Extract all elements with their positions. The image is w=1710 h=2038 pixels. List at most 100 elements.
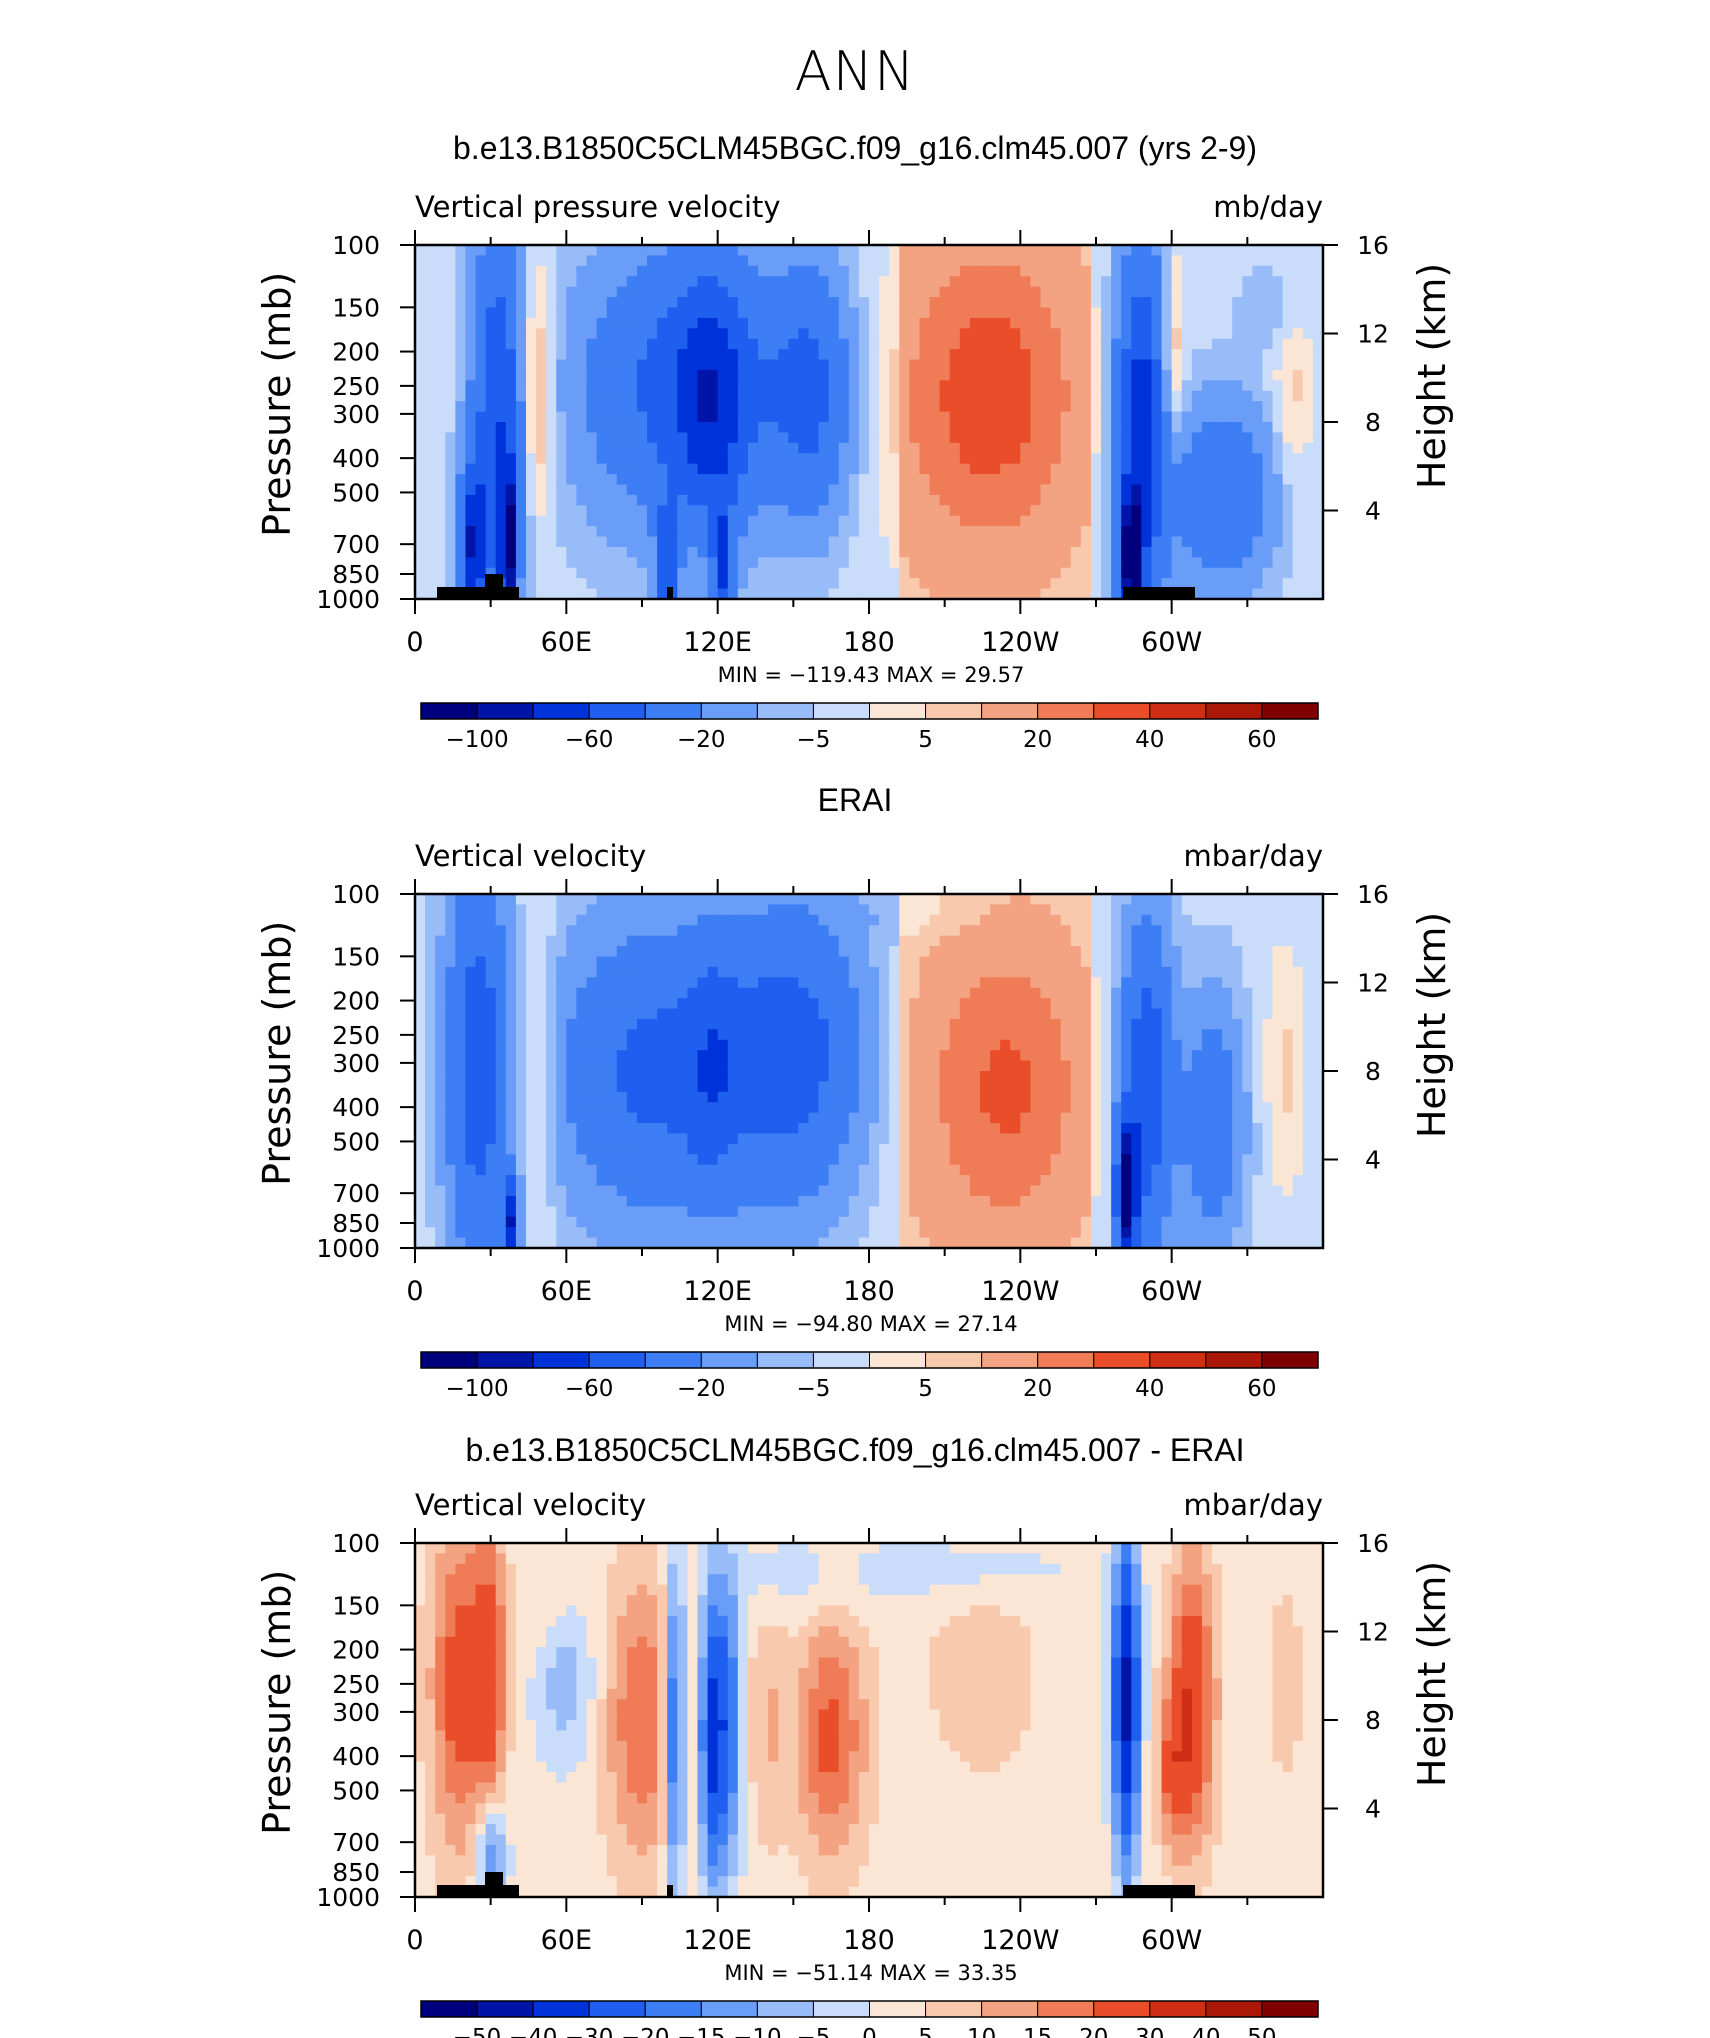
heatmap-cell: [505, 925, 517, 937]
heatmap-cell: [1171, 276, 1183, 288]
heatmap-cell: [768, 536, 779, 548]
heatmap-cell: [1020, 567, 1032, 579]
heatmap-cell: [1151, 380, 1163, 392]
heatmap-cell: [848, 956, 860, 968]
heatmap-cell: [687, 1206, 699, 1218]
heatmap-cell: [939, 432, 951, 444]
heatmap-cell: [1191, 359, 1203, 371]
heatmap-cell: [909, 297, 921, 309]
heatmap-cell: [606, 998, 618, 1010]
heatmap-cell: [566, 904, 578, 916]
heatmap-cell: [1050, 265, 1062, 277]
heatmap-cell: [828, 1039, 840, 1051]
heatmap-cell: [495, 276, 507, 288]
heatmap-cell: [798, 1091, 810, 1103]
heatmap-cell: [1010, 338, 1021, 350]
heatmap-cell: [1232, 390, 1243, 402]
heatmap-cell: [727, 369, 739, 381]
heatmap-cell: [636, 255, 648, 267]
heatmap-cell: [818, 265, 830, 277]
heatmap-cell: [747, 956, 759, 968]
heatmap-cell: [889, 987, 900, 999]
heatmap-cell: [1232, 515, 1243, 527]
heatmap-cell: [1111, 422, 1122, 434]
heatmap-cell: [838, 1133, 850, 1145]
heatmap-cell: [758, 411, 769, 423]
heatmap-cell: [425, 1227, 436, 1239]
heatmap-cell: [1252, 349, 1264, 361]
heatmap-cell: [647, 557, 658, 569]
heatmap-cell: [1201, 463, 1213, 475]
heatmap-cell: [758, 1185, 769, 1197]
heatmap-cell: [586, 432, 598, 444]
heatmap-cell: [828, 536, 840, 548]
heatmap-cell: [465, 338, 477, 350]
heatmap-cell: [576, 904, 588, 916]
heatmap-cell: [667, 1029, 678, 1041]
heatmap-cell: [1000, 390, 1011, 402]
heatmap-cell: [707, 286, 719, 298]
heatmap-cell: [707, 276, 719, 288]
heatmap-cell: [828, 1050, 840, 1062]
heatmap-cell: [737, 894, 749, 906]
heatmap-cell: [1060, 484, 1072, 496]
y-tick-label: 400: [332, 444, 380, 473]
heatmap-cell: [1060, 390, 1072, 402]
heatmap-cell: [697, 369, 709, 381]
heatmap-cell: [1090, 505, 1102, 517]
heatmap-cell: [969, 338, 981, 350]
heatmap-cell: [425, 1039, 436, 1051]
heatmap-cell: [667, 956, 678, 968]
heatmap-cell: [768, 401, 779, 413]
heatmap-cell: [697, 1071, 709, 1083]
heatmap-cell: [929, 1071, 941, 1083]
heatmap-cell: [1040, 536, 1052, 548]
heatmap-cell: [1282, 557, 1294, 569]
heatmap-cell: [737, 914, 749, 926]
heatmap-cell: [445, 935, 456, 947]
heatmap-cell: [606, 442, 618, 454]
heatmap-cell: [727, 515, 739, 527]
heatmap-cell: [949, 998, 961, 1010]
heatmap-cell: [495, 245, 507, 257]
heatmap-cell: [1070, 546, 1082, 558]
heatmap-cell: [697, 1227, 709, 1239]
heatmap-cell: [838, 390, 850, 402]
heatmap-cell: [1161, 546, 1173, 558]
heatmap-cell: [828, 578, 840, 590]
heatmap-cell: [919, 359, 931, 371]
heatmap-cell: [667, 1175, 678, 1187]
heatmap-cell: [415, 1195, 426, 1207]
heatmap-cell: [1040, 411, 1052, 423]
heatmap-cell: [869, 515, 880, 527]
heatmap-cell: [768, 1237, 779, 1249]
heatmap-cell: [939, 1123, 951, 1135]
heatmap-cell: [455, 946, 467, 958]
heatmap-cell: [929, 1102, 941, 1114]
heatmap-cell: [879, 904, 890, 916]
heatmap-cell: [1252, 484, 1264, 496]
heatmap-cell: [717, 432, 729, 444]
heatmap-cell: [909, 1112, 921, 1124]
heatmap-cell: [737, 1029, 749, 1041]
heatmap-cell: [939, 894, 951, 906]
heatmap-cell: [1312, 494, 1324, 506]
heatmap-cell: [707, 966, 719, 978]
heatmap-cell: [919, 1112, 931, 1124]
heatmap-cell: [818, 1123, 830, 1135]
heatmap-cell: [707, 1018, 719, 1030]
heatmap-cell: [838, 1060, 850, 1072]
heatmap-cell: [909, 286, 921, 298]
heatmap-cell: [717, 1060, 729, 1072]
heatmap-cell: [515, 317, 527, 329]
heatmap-cell: [939, 1227, 951, 1239]
heatmap-cell: [929, 536, 941, 548]
heatmap-cell: [647, 255, 658, 267]
heatmap-cell: [546, 536, 557, 548]
heatmap-cell: [415, 546, 426, 558]
heatmap-cell: [929, 1206, 941, 1218]
heatmap-cell: [1131, 286, 1142, 298]
heatmap-cell: [919, 422, 931, 434]
heatmap-cell: [647, 1185, 658, 1197]
heatmap-cell: [808, 411, 820, 423]
